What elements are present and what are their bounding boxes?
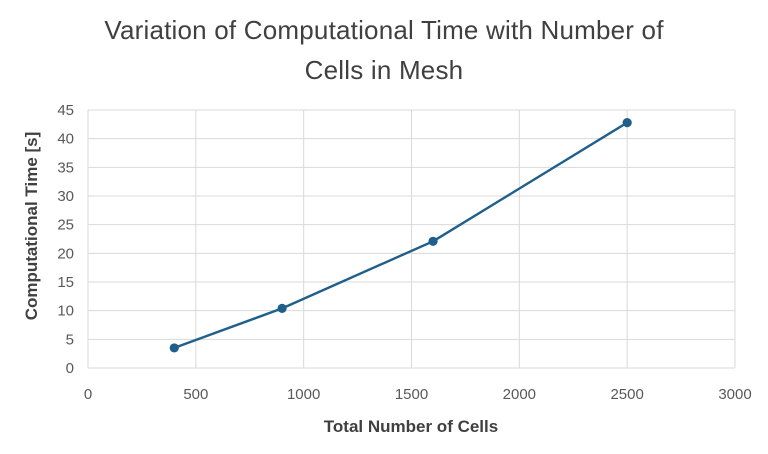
x-tick-label: 2500 xyxy=(610,386,643,403)
y-tick-label: 20 xyxy=(57,245,74,262)
x-axis-title: Total Number of Cells xyxy=(324,417,498,436)
series-line xyxy=(173,121,629,350)
y-tick-label: 10 xyxy=(57,303,74,320)
y-tick-label: 0 xyxy=(66,360,74,377)
y-axis-title: Computational Time [s] xyxy=(22,132,41,321)
series-layer xyxy=(169,118,632,353)
x-tick-label: 0 xyxy=(84,386,92,403)
x-tick-label: 2000 xyxy=(503,386,536,403)
y-tick-label: 40 xyxy=(57,131,74,148)
y-tick-labels: 0 5 10 15 20 25 30 35 40 45 xyxy=(57,102,74,377)
y-tick-label: 45 xyxy=(57,102,74,119)
chart-title-line-2: Cells in Mesh xyxy=(304,55,464,85)
y-tick-label: 15 xyxy=(57,274,74,291)
chart-title-line-1: Variation of Computational Time with Num… xyxy=(104,15,664,45)
x-tick-label: 3000 xyxy=(718,386,751,403)
y-tick-label: 30 xyxy=(57,188,74,205)
x-tick-label: 1500 xyxy=(395,386,428,403)
x-tick-label: 1000 xyxy=(287,386,320,403)
x-tick-label: 500 xyxy=(183,386,208,403)
y-tick-label: 35 xyxy=(57,159,74,176)
data-point-marker xyxy=(622,118,632,128)
grid-lines xyxy=(87,109,736,369)
y-tick-label: 5 xyxy=(66,331,74,348)
data-point-marker xyxy=(428,236,438,246)
chart-title: Variation of Computational Time with Num… xyxy=(50,10,718,90)
data-point-marker xyxy=(277,303,287,313)
data-point-marker xyxy=(169,343,179,353)
y-tick-label: 25 xyxy=(57,217,74,234)
x-tick-labels: 0 500 1000 1500 2000 2500 3000 xyxy=(84,386,752,403)
